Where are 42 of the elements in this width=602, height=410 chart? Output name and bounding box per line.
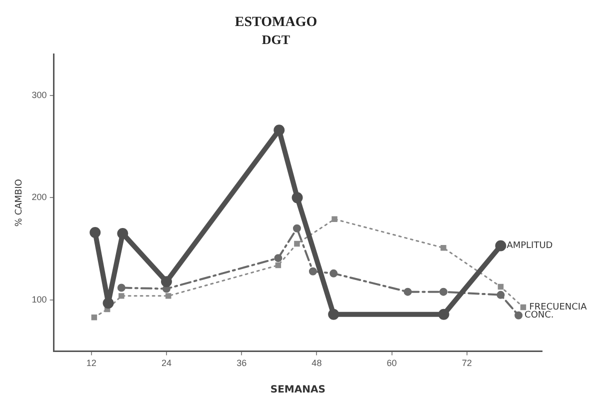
point (292, 192, 303, 204)
series-label: AMPLITUD (506, 241, 553, 252)
series-label: CONC. (524, 310, 554, 321)
y-tick-label: 300 (32, 90, 47, 100)
point (495, 240, 506, 252)
x-tick-label: 24 (161, 358, 172, 368)
point (117, 284, 126, 292)
point (330, 269, 338, 278)
point (292, 224, 301, 232)
x-tick-label: 48 (312, 358, 322, 368)
point (117, 228, 128, 240)
point (439, 288, 448, 296)
point (328, 308, 340, 320)
y-tick-label: 100 (32, 294, 47, 305)
x-tick-label: 72 (462, 358, 472, 368)
point (118, 293, 124, 299)
point (165, 293, 172, 299)
point (90, 226, 101, 238)
point (274, 124, 285, 136)
chart-title: ESTOMAGO (234, 15, 318, 30)
point (514, 311, 523, 320)
x-tick-label: 36 (236, 358, 247, 368)
point (496, 290, 505, 299)
point (438, 308, 450, 320)
point (308, 267, 317, 276)
point (160, 276, 172, 288)
point (102, 298, 114, 309)
y-tick-label: 200 (32, 192, 47, 202)
point (520, 304, 526, 310)
point (275, 262, 282, 268)
point (404, 288, 412, 296)
chart-subtitle: DGT (262, 32, 290, 47)
point (274, 254, 282, 262)
x-axis-title: SEMANAS (270, 384, 326, 396)
x-tick-label: 12 (86, 358, 96, 368)
point (498, 284, 504, 290)
y-axis-title: % CAMBIO (14, 179, 25, 227)
point (294, 240, 300, 247)
x-tick-label: 60 (386, 358, 397, 368)
point (440, 244, 446, 251)
point (91, 314, 98, 320)
point (332, 216, 338, 222)
